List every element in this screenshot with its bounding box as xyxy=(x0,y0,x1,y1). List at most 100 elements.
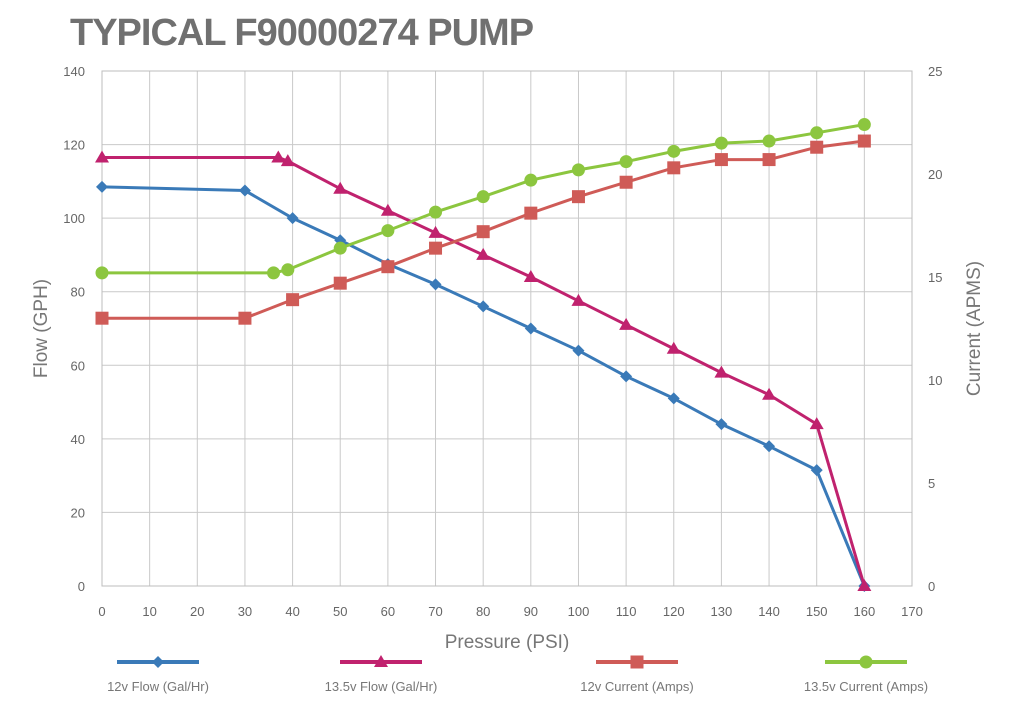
data-point xyxy=(762,134,776,148)
data-point xyxy=(476,247,491,260)
x-tick-label: 100 xyxy=(568,604,590,619)
y-axis-label: Flow (GPH) xyxy=(31,279,52,378)
data-point xyxy=(524,322,537,335)
series-2 xyxy=(95,150,872,591)
data-point xyxy=(271,150,286,163)
data-point xyxy=(281,263,295,277)
axis-ticks: 0 10 20 30 40 50 60 70 80 90 100 110 120 130 140 150 160… xyxy=(63,64,942,619)
x-tick-label: 110 xyxy=(616,604,637,619)
data-point xyxy=(476,225,490,239)
data-point xyxy=(238,311,252,325)
legend-item-4: 13.5v Current (Amps) xyxy=(804,655,928,694)
y2-tick-label: 15 xyxy=(928,270,942,285)
x-tick-label: 120 xyxy=(663,604,685,619)
data-point xyxy=(571,190,585,204)
data-point xyxy=(96,180,108,193)
data-point xyxy=(619,175,633,189)
y-tick-label: 120 xyxy=(63,138,85,153)
data-point xyxy=(95,311,109,325)
data-point xyxy=(523,270,538,282)
y2-tick-label: 5 xyxy=(928,476,935,491)
data-point xyxy=(381,260,395,274)
data-point xyxy=(714,153,728,167)
data-point xyxy=(381,224,395,238)
x-tick-label: 0 xyxy=(98,604,105,619)
y-tick-label: 140 xyxy=(63,64,85,79)
data-point xyxy=(280,154,295,167)
x-tick-label: 10 xyxy=(142,604,156,619)
data-point xyxy=(762,387,777,400)
series-3 xyxy=(95,134,871,325)
data-point xyxy=(429,278,442,291)
y-tick-label: 40 xyxy=(71,432,85,447)
x-tick-label: 160 xyxy=(854,604,876,619)
data-point xyxy=(667,161,681,175)
x-tick-label: 20 xyxy=(190,604,204,619)
data-point xyxy=(524,206,538,220)
data-point xyxy=(857,118,871,132)
y2-tick-label: 25 xyxy=(928,64,942,79)
x-tick-label: 130 xyxy=(711,604,733,619)
data-point xyxy=(267,266,281,280)
chart-title: TYPICAL F90000274 PUMP xyxy=(70,12,534,54)
data-point xyxy=(572,344,585,357)
legend-label: 12v Flow (Gal/Hr) xyxy=(107,679,209,694)
x-tick-label: 30 xyxy=(238,604,252,619)
data-point xyxy=(810,126,824,140)
data-point xyxy=(763,440,776,453)
data-point xyxy=(809,417,824,430)
x-tick-label: 140 xyxy=(758,604,780,619)
data-point xyxy=(333,276,347,290)
y-tick-label: 100 xyxy=(63,211,85,226)
data-point xyxy=(333,181,348,194)
legend-item-3: 12v Current (Amps) xyxy=(580,655,694,694)
data-point xyxy=(238,184,251,197)
y2-axis-label: Current (APMS) xyxy=(964,261,985,396)
data-point xyxy=(810,464,823,477)
series-4 xyxy=(95,118,871,280)
legend-marker xyxy=(859,655,873,669)
data-point xyxy=(286,212,299,225)
y2-tick-label: 0 xyxy=(928,579,935,594)
data-point xyxy=(429,205,443,219)
data-point xyxy=(524,173,538,187)
data-point xyxy=(857,579,872,591)
legend-item-2: 13.5v Flow (Gal/Hr) xyxy=(325,655,438,694)
x-tick-label: 60 xyxy=(381,604,395,619)
data-point xyxy=(762,153,776,167)
chart-grid xyxy=(101,70,913,587)
x-tick-label: 150 xyxy=(806,604,828,619)
data-point xyxy=(666,341,681,354)
data-point xyxy=(286,293,300,307)
x-tick-label: 40 xyxy=(285,604,299,619)
data-point xyxy=(714,136,728,150)
x-axis-label: Pressure (PSI) xyxy=(445,632,570,653)
x-tick-label: 80 xyxy=(476,604,490,619)
data-point xyxy=(428,225,443,238)
data-point xyxy=(571,293,586,306)
y-tick-label: 20 xyxy=(71,505,85,520)
data-point xyxy=(476,190,490,204)
data-point xyxy=(715,418,728,431)
data-point xyxy=(619,155,633,169)
data-point xyxy=(380,203,395,216)
legend-label: 13.5v Flow (Gal/Hr) xyxy=(325,679,438,694)
plot-area-border xyxy=(101,70,913,587)
data-point xyxy=(95,150,109,163)
chart-legend: 12v Flow (Gal/Hr) 13.5v Flow (Gal/Hr) 12v … xyxy=(107,655,928,694)
data-point xyxy=(619,317,634,330)
data-point xyxy=(571,163,585,177)
legend-marker xyxy=(630,655,644,669)
x-tick-label: 50 xyxy=(333,604,347,619)
data-point xyxy=(810,140,824,154)
x-tick-label: 70 xyxy=(428,604,442,619)
legend-marker xyxy=(374,655,388,667)
chart-series xyxy=(95,118,872,592)
legend-marker xyxy=(152,656,164,668)
y2-tick-label: 20 xyxy=(928,167,942,182)
x-tick-label: 90 xyxy=(524,604,538,619)
legend-label: 12v Current (Amps) xyxy=(580,679,693,694)
legend-item-1: 12v Flow (Gal/Hr) xyxy=(107,656,209,694)
y-tick-label: 80 xyxy=(71,285,85,300)
